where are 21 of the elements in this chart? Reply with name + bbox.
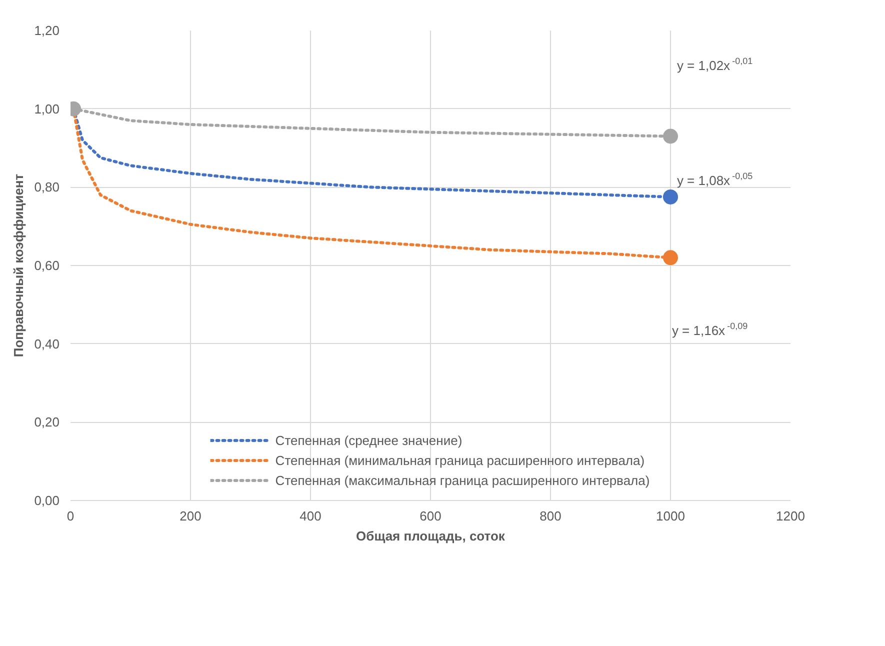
x-tick-label: 800 — [540, 508, 562, 524]
x-tick-label: 1000 — [656, 508, 685, 524]
legend-label: Степенная (минимальная граница расширенного интервала) — [275, 452, 645, 468]
x-tick-label: 1200 — [776, 508, 805, 524]
y-tick-label: 0,80 — [34, 180, 60, 195]
y-tick-label: 1,20 — [34, 23, 60, 38]
x-tick-label: 0 — [66, 508, 74, 524]
legend-label: Степенная (среднее значение) — [275, 432, 462, 448]
point — [663, 250, 678, 266]
y-tick-label: 0,20 — [34, 414, 60, 430]
y-tick-label: 1,00 — [34, 101, 60, 116]
x-axis-title: Общая площадь, соток — [356, 528, 506, 544]
y-axis-title: Поправочный коэффициент — [11, 174, 26, 358]
x-tick-label: 200 — [180, 508, 202, 524]
x-tick-label: 600 — [420, 508, 442, 524]
legend-label: Степенная (максимальная граница расширенного интервала) — [275, 472, 650, 488]
y-tick-label: 0,00 — [34, 493, 60, 508]
y-tick-label: 0,60 — [34, 258, 60, 273]
y-tick-label: 0,40 — [34, 336, 60, 352]
x-tick-label: 400 — [300, 508, 322, 524]
point — [663, 189, 678, 204]
